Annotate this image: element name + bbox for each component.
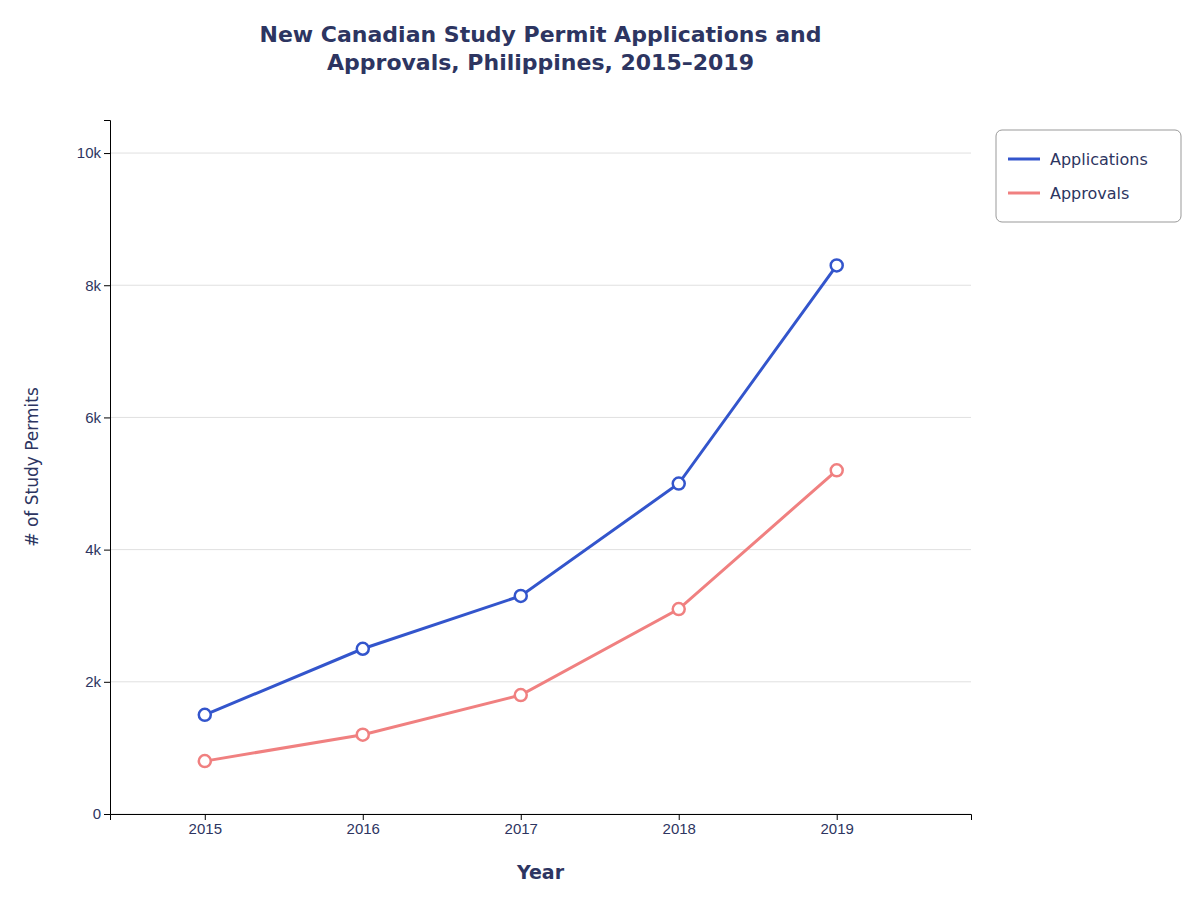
y-tick: 4k: [85, 541, 110, 558]
y-tick-mark: [104, 417, 110, 418]
grid-line: [110, 417, 971, 418]
series-point: [515, 689, 527, 701]
y-axis: 0 2k 4k 6k 8k 10k: [77, 121, 111, 823]
x-tick: 2017: [505, 814, 538, 837]
series-line: [205, 265, 837, 714]
series-point: [199, 755, 211, 767]
series-point: [199, 709, 211, 721]
y-tick-mark: [104, 550, 110, 551]
y-tick: 2k: [85, 673, 110, 690]
series-point: [673, 603, 685, 615]
series-point: [515, 590, 527, 602]
y-tick: 0: [93, 805, 110, 822]
y-tick: 8k: [85, 277, 110, 294]
y-axis-title: # of Study Permits: [22, 387, 42, 547]
x-tick-label: 2018: [663, 820, 696, 837]
chart-svg: 2015 2016 2017 2018 2019 0 2k 4k 6k 8k 10k New Cana…: [0, 0, 1201, 909]
series-point: [673, 478, 685, 490]
y-axis-line: [104, 121, 111, 815]
legend-swatch: [1008, 158, 1040, 161]
title: New Canadian Study Permit Applications a…: [260, 22, 822, 75]
series-line: [205, 470, 837, 761]
grid: [110, 153, 971, 814]
grid-line: [110, 549, 971, 550]
y-tick-label: 8k: [85, 277, 101, 294]
series-point: [357, 643, 369, 655]
y-tick-mark: [104, 153, 110, 154]
x-tick: 2019: [821, 814, 854, 837]
x-axis: 2015 2016 2017 2018 2019: [111, 814, 972, 837]
title-line: New Canadian Study Permit Applications a…: [260, 22, 822, 47]
legend-label: Approvals: [1050, 184, 1129, 203]
series-point: [831, 464, 843, 476]
grid-line: [110, 285, 971, 286]
y-tick-label: 4k: [85, 541, 101, 558]
legend-swatch: [1008, 192, 1040, 195]
legend-frame: [996, 130, 1181, 222]
grid-line: [110, 153, 971, 154]
x-tick-label: 2017: [505, 820, 538, 837]
y-tick-label: 0: [93, 805, 101, 822]
x-tick: 2015: [189, 814, 222, 837]
y-tick-mark: [104, 285, 110, 286]
x-tick-label: 2019: [821, 820, 854, 837]
x-tick: 2018: [663, 814, 696, 837]
y-tick-mark: [104, 814, 110, 815]
data-marks: [199, 259, 843, 767]
series-point: [831, 259, 843, 271]
x-axis-title: Year: [516, 861, 565, 883]
y-tick-mark: [104, 682, 110, 683]
y-tick: 10k: [77, 144, 110, 161]
series-point: [357, 729, 369, 741]
y-tick-label: 2k: [85, 673, 101, 690]
y-tick-label: 6k: [85, 409, 101, 426]
grid-line: [110, 681, 971, 682]
plot-area: 2015 2016 2017 2018 2019 0 2k 4k 6k 8k 10k: [77, 121, 972, 837]
legend: Applications Approvals: [996, 130, 1181, 222]
x-tick: 2016: [347, 814, 380, 837]
y-tick-label: 10k: [77, 144, 102, 161]
legend-label: Applications: [1050, 150, 1148, 169]
x-tick-label: 2016: [347, 820, 380, 837]
x-tick-label: 2015: [189, 820, 222, 837]
y-tick: 6k: [85, 409, 110, 426]
title-line: Approvals, Philippines, 2015–2019: [327, 50, 754, 75]
